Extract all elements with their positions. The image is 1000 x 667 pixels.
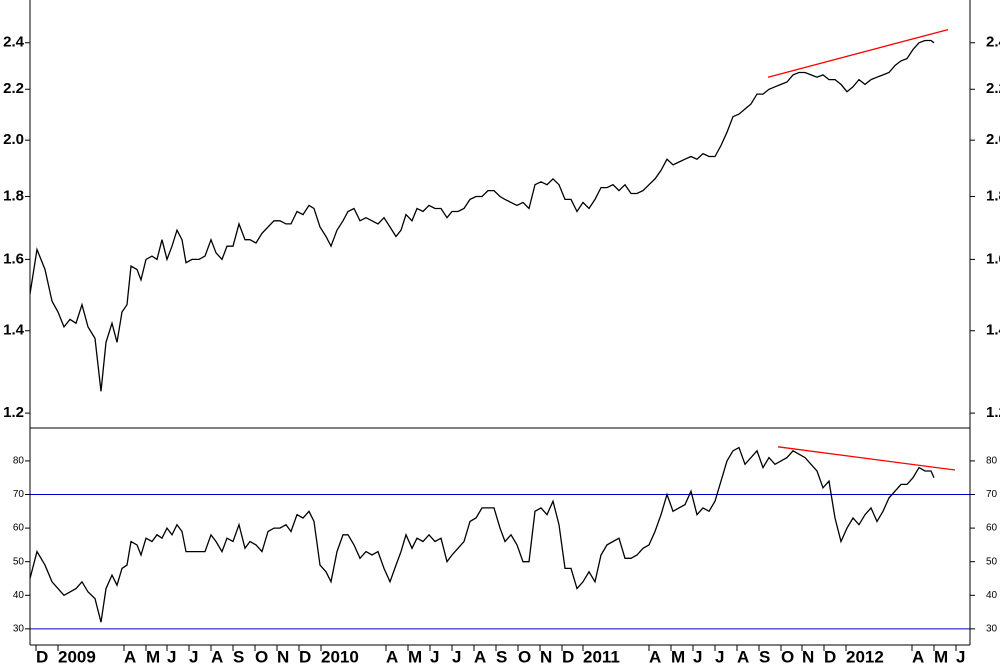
- x-tick-label: D: [562, 647, 574, 666]
- y-tick-label: 2.0: [986, 131, 1000, 148]
- x-tick-label: M: [934, 647, 948, 666]
- y-tick-label: 1.4: [986, 322, 1000, 339]
- y-tick-label: 30: [13, 624, 25, 635]
- y-tick-label: 40: [986, 590, 998, 601]
- x-tick-label: M: [408, 647, 422, 666]
- x-tick-label: A: [386, 647, 398, 666]
- x-tick-label: M: [671, 647, 685, 666]
- x-tick-label: O: [781, 647, 794, 666]
- x-tick-label: J: [693, 647, 702, 666]
- x-tick-label: N: [277, 647, 289, 666]
- x-tick-label: J: [452, 647, 461, 666]
- x-tick-label: 2010: [321, 647, 359, 666]
- x-tick-label: S: [496, 647, 507, 666]
- y-tick-label: 70: [13, 489, 25, 500]
- y-tick-label: 1.6: [986, 250, 1000, 267]
- x-tick-label: A: [912, 647, 924, 666]
- x-tick-label: A: [124, 647, 136, 666]
- y-tick-label: 1.8: [986, 187, 1000, 204]
- y-tick-label: 1.2: [986, 404, 1000, 421]
- y-tick-label: 40: [13, 590, 25, 601]
- x-tick-label: A: [211, 647, 223, 666]
- x-tick-label: J: [430, 647, 439, 666]
- x-tick-label: O: [255, 647, 268, 666]
- x-tick-label: J: [167, 647, 176, 666]
- y-tick-label: 60: [986, 523, 998, 534]
- x-tick-label: J: [956, 647, 965, 666]
- y-tick-label: 80: [13, 456, 25, 467]
- x-tick-label: D: [299, 647, 311, 666]
- x-tick-label: N: [802, 647, 814, 666]
- y-tick-label: 2.0: [3, 131, 24, 148]
- y-tick-label: 70: [986, 489, 998, 500]
- x-tick-label: 2009: [58, 647, 96, 666]
- x-tick-label: S: [759, 647, 770, 666]
- y-tick-label: 50: [13, 556, 25, 567]
- x-tick-label: 2012: [846, 647, 884, 666]
- x-tick-label: S: [233, 647, 244, 666]
- x-tick-label: J: [715, 647, 724, 666]
- price-line: [29, 446, 935, 623]
- trend-line: [777, 446, 956, 471]
- y-tick-label: 1.2: [3, 404, 24, 421]
- y-tick-label: 30: [986, 624, 998, 635]
- x-tick-label: 2011: [583, 647, 620, 666]
- trend-line: [767, 28, 949, 78]
- y-tick-label: 2.2: [986, 80, 1000, 97]
- price-line: [29, 39, 935, 392]
- x-tick-label: D: [824, 647, 836, 666]
- y-tick-label: 50: [986, 556, 998, 567]
- x-tick-label: J: [189, 647, 198, 666]
- x-tick-label: M: [146, 647, 160, 666]
- y-tick-label: 80: [986, 456, 998, 467]
- x-tick-label: A: [737, 647, 749, 666]
- y-tick-label: 1.6: [3, 250, 24, 267]
- x-tick-label: O: [518, 647, 531, 666]
- y-tick-label: 2.4: [986, 34, 1000, 51]
- y-tick-label: 1.4: [3, 322, 25, 339]
- y-tick-label: 1.8: [3, 187, 24, 204]
- y-tick-label: 2.2: [3, 80, 24, 97]
- x-tick-label: A: [474, 647, 486, 666]
- y-tick-label: 60: [13, 523, 25, 534]
- y-tick-label: 2.4: [3, 34, 25, 51]
- x-tick-label: N: [540, 647, 552, 666]
- x-tick-label: D: [36, 647, 48, 666]
- x-tick-label: A: [649, 647, 661, 666]
